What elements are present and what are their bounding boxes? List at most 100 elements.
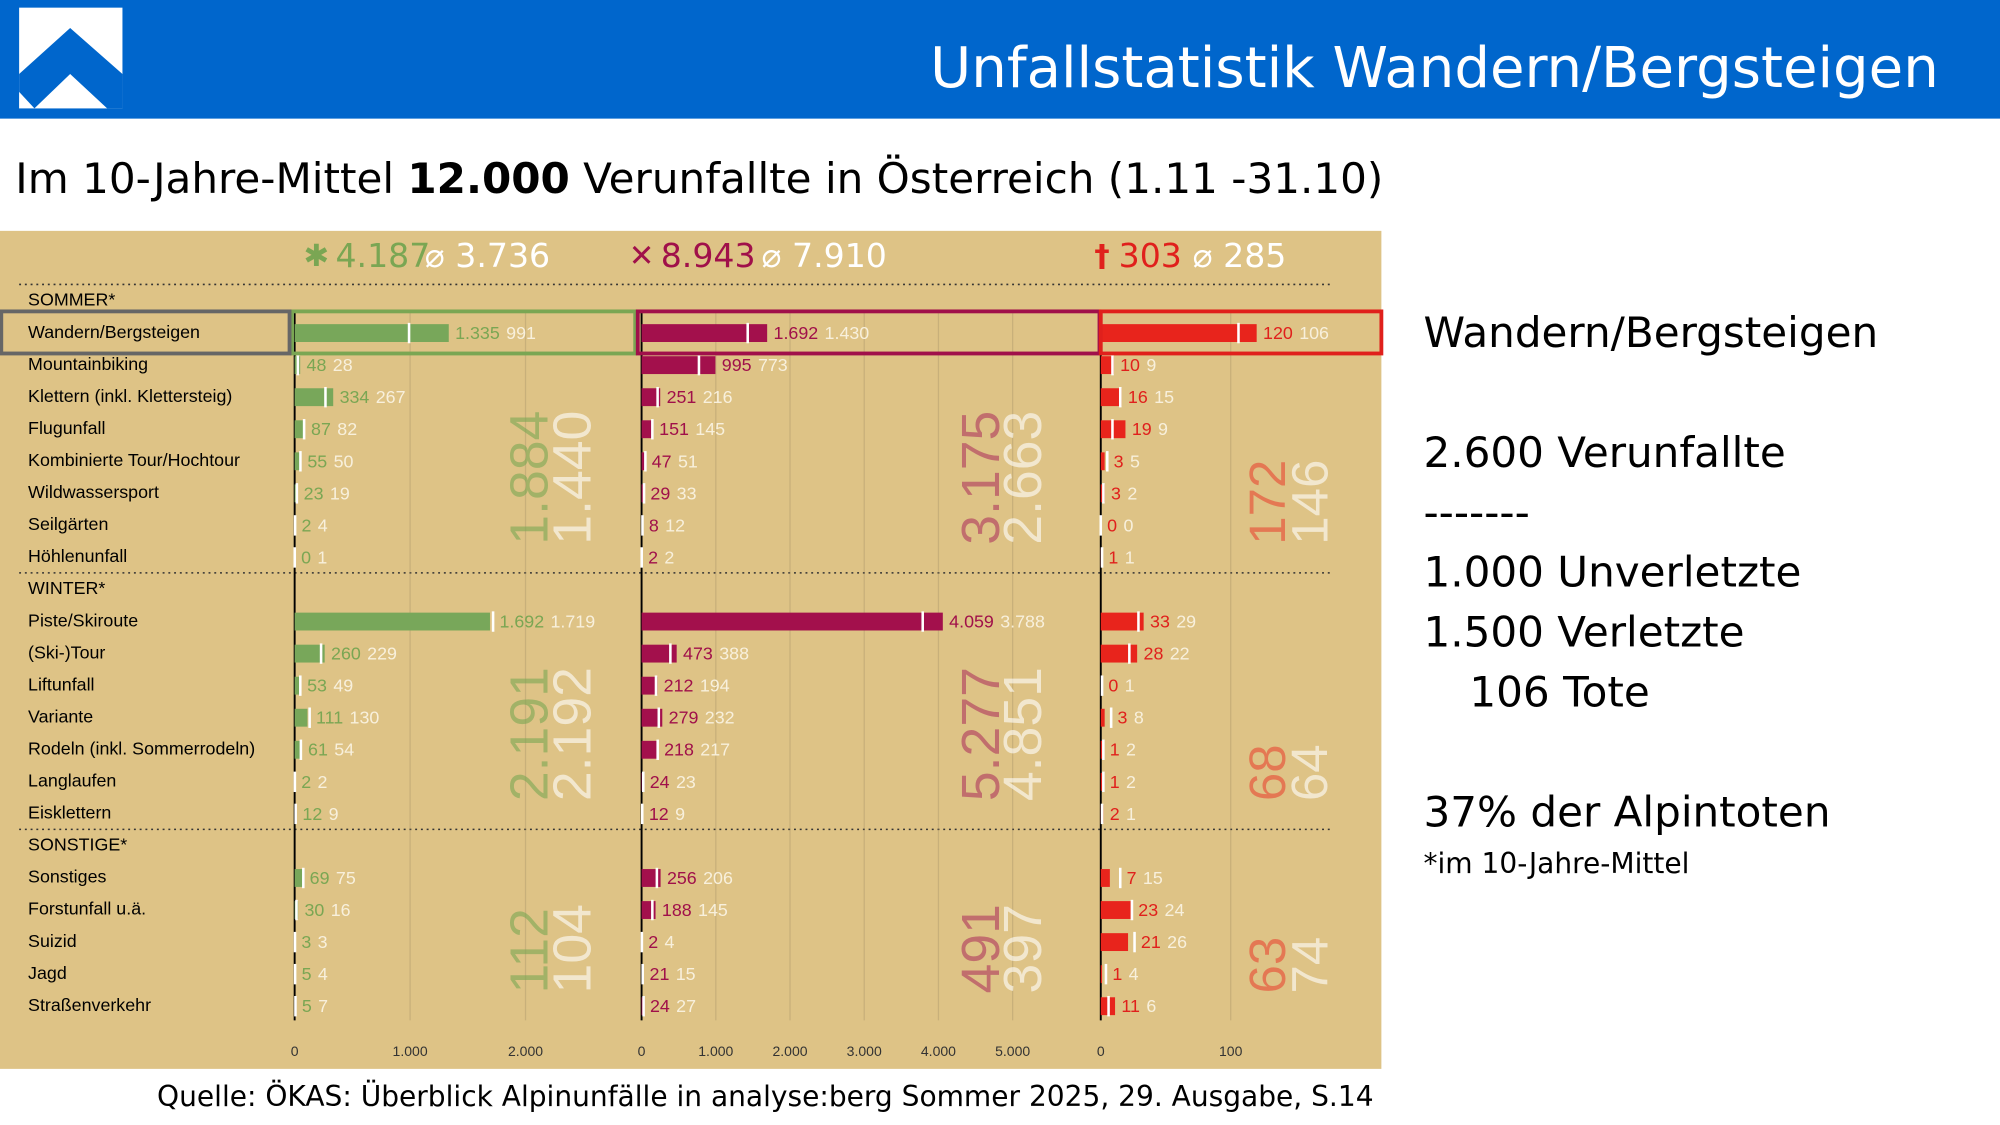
value-label: 7 <box>1127 868 1137 888</box>
x-tick-label: 2.000 <box>772 1043 807 1059</box>
group-total: 491 <box>952 904 1011 993</box>
mean-label: 6 <box>1146 996 1156 1016</box>
row-label: Höhlenunfall <box>28 546 127 566</box>
bar <box>294 324 449 343</box>
row-label: Kombinierte Tour/Hochtour <box>28 450 240 470</box>
x-tick-label: 0 <box>1097 1043 1105 1059</box>
x-tick-label: 1.000 <box>698 1043 733 1059</box>
bar <box>641 708 663 727</box>
row-label: Sonstiges <box>28 867 106 887</box>
value-label: 1 <box>1110 772 1120 792</box>
side-line: 1.500 Verletzte <box>1423 608 1744 657</box>
mean-label: 15 <box>676 964 696 984</box>
group-total: 1.884 <box>500 411 559 545</box>
mean-label: 232 <box>705 708 735 728</box>
x-tick-label: 4.000 <box>921 1043 956 1059</box>
x-tick-label: 0 <box>291 1043 299 1059</box>
bar <box>1100 965 1103 984</box>
value-label: 11 <box>1121 996 1140 1016</box>
bar <box>641 388 661 407</box>
row-label: Wildwassersport <box>28 482 159 502</box>
mean-label: 1 <box>1125 547 1135 567</box>
bar <box>1100 388 1122 407</box>
value-label: 260 <box>331 644 361 664</box>
row-label: Rodeln (inkl. Sommerrodeln) <box>28 738 255 758</box>
row-label: Straßenverkehr <box>28 995 151 1015</box>
bar <box>294 612 490 631</box>
bar <box>294 740 302 759</box>
mean-label: 1.430 <box>825 323 870 343</box>
bar <box>641 644 677 663</box>
row-label: (Ski-)Tour <box>28 642 105 662</box>
value-label: 47 <box>652 451 672 471</box>
group-mean: 2.663 <box>994 411 1053 545</box>
value-label: 1 <box>1112 964 1122 984</box>
group-mean: 104 <box>544 904 603 993</box>
group-total: 68 <box>1239 744 1296 801</box>
series-total-mean: ⌀ 7.910 <box>761 236 886 275</box>
value-label: 33 <box>1150 612 1170 632</box>
value-label: 61 <box>308 740 328 760</box>
value-label: 0 <box>1107 515 1117 535</box>
row-label: Klettern (inkl. Klettersteig) <box>28 386 232 406</box>
value-label: 24 <box>650 772 670 792</box>
header-title: Unfallstatistik Wandern/Bergsteigen <box>930 36 1939 101</box>
bar <box>641 612 943 631</box>
value-label: 218 <box>664 740 694 760</box>
bar <box>1100 901 1131 919</box>
side-line: 106 Tote <box>1469 668 1649 717</box>
mean-label: 5 <box>1130 451 1140 471</box>
value-label: 19 <box>1132 419 1152 439</box>
mean-label: 229 <box>367 644 397 664</box>
value-label: 8 <box>649 515 659 535</box>
mean-label: 9 <box>675 804 685 824</box>
value-label: 21 <box>1141 932 1161 952</box>
value-label: 23 <box>1138 900 1158 920</box>
highlight-box <box>290 309 638 356</box>
bar <box>1100 356 1114 375</box>
bar <box>641 452 646 471</box>
row-label: Flugunfall <box>28 418 105 438</box>
value-label: 3 <box>1114 451 1124 471</box>
series-symbol: ✱ <box>303 239 329 274</box>
row-label: Eisklettern <box>28 803 111 823</box>
mean-label: 27 <box>676 996 696 1016</box>
bar <box>641 740 658 759</box>
bar <box>294 388 334 407</box>
mean-label: 106 <box>1299 323 1329 343</box>
mean-label: 2 <box>664 547 674 567</box>
group-label: WINTER* <box>28 578 105 598</box>
value-label: 23 <box>304 483 324 503</box>
value-label: 3 <box>1111 483 1121 503</box>
value-label: 2 <box>301 515 311 535</box>
mean-label: 4 <box>318 515 328 535</box>
mean-label: 23 <box>676 772 696 792</box>
value-label: 3 <box>1118 708 1128 728</box>
mean-label: 1 <box>317 547 327 567</box>
mean-label: 4 <box>1129 964 1139 984</box>
group-label: SONSTIGE* <box>28 835 127 855</box>
value-label: 1 <box>1108 547 1118 567</box>
group-total: 2.191 <box>500 667 559 801</box>
x-tick-label: 100 <box>1219 1043 1243 1059</box>
row-label: Variante <box>28 706 93 726</box>
mean-label: 16 <box>331 900 351 920</box>
series-total: 8.943 <box>661 236 756 275</box>
bar <box>1100 324 1257 343</box>
value-label: 2 <box>648 932 658 952</box>
subtitle-part: Im 10-Jahre-Mittel <box>15 154 407 203</box>
mean-label: 9 <box>1158 419 1168 439</box>
bar <box>294 676 301 695</box>
group-mean: 4.851 <box>994 667 1053 801</box>
group-mean: 2.192 <box>544 667 603 801</box>
row-label: Seilgärten <box>28 514 108 534</box>
mean-label: 8 <box>1134 708 1144 728</box>
group-mean: 397 <box>994 904 1053 993</box>
value-label: 0 <box>301 547 311 567</box>
mean-label: 50 <box>334 451 354 471</box>
series-total-mean: ⌀ 285 <box>1193 236 1287 275</box>
mean-label: 12 <box>665 515 685 535</box>
bar <box>294 869 303 887</box>
value-label: 1.692 <box>499 612 544 632</box>
value-label: 30 <box>304 900 324 920</box>
